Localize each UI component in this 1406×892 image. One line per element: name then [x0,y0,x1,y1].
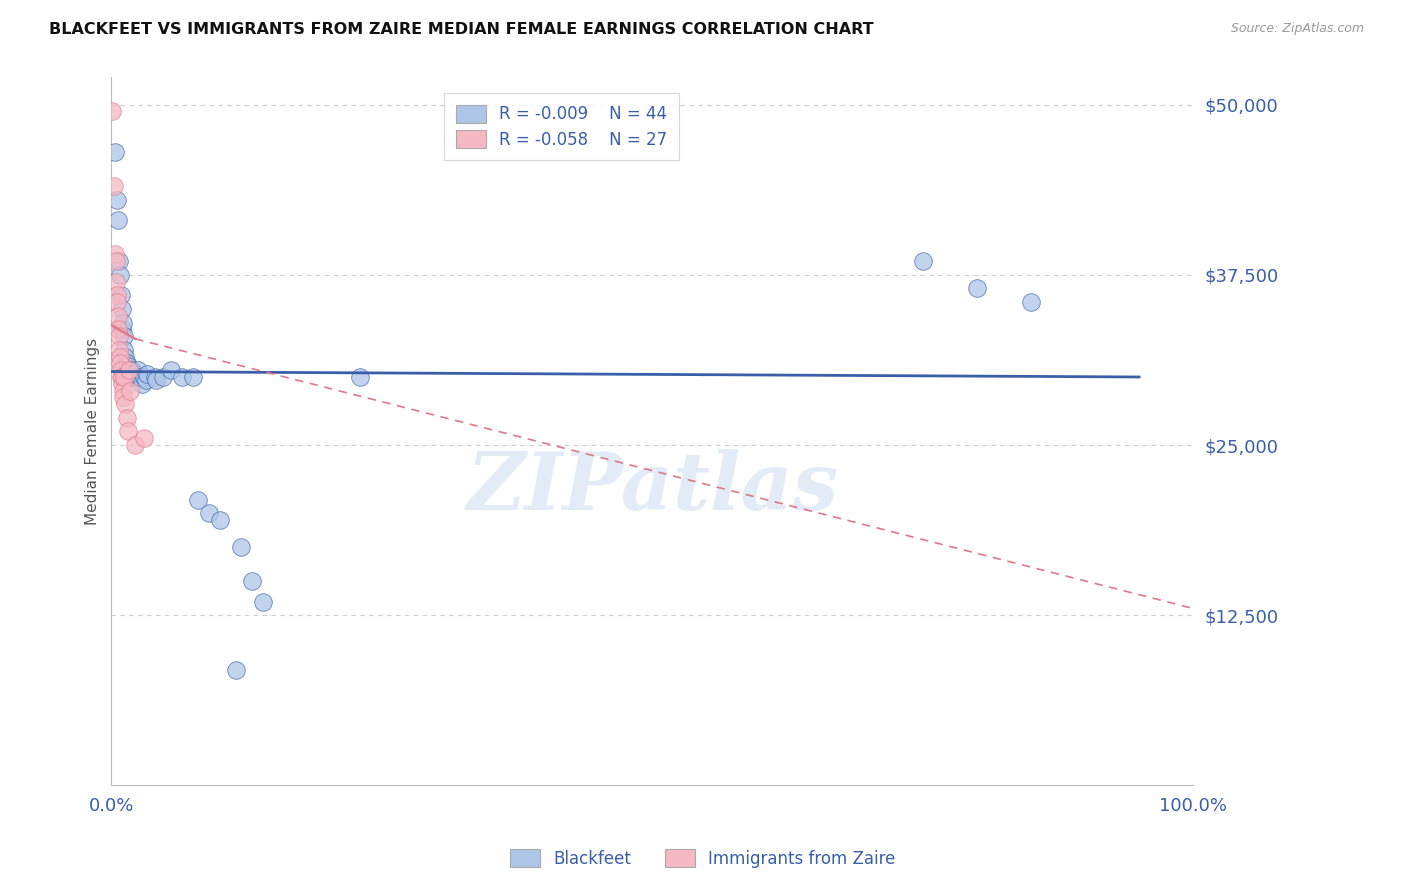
Text: BLACKFEET VS IMMIGRANTS FROM ZAIRE MEDIAN FEMALE EARNINGS CORRELATION CHART: BLACKFEET VS IMMIGRANTS FROM ZAIRE MEDIA… [49,22,875,37]
Point [110,363,132,377]
Point [118,363,141,377]
Point [104,275,127,289]
Point [118,384,141,398]
Point [121,363,143,377]
Point [117,425,139,439]
Point [197,506,219,520]
Point [145,373,167,387]
Point [1019,295,1042,310]
Point [105,193,128,207]
Legend: R = -0.009    N = 44, R = -0.058    N = 27: R = -0.009 N = 44, R = -0.058 N = 27 [444,93,679,161]
Point [112,343,135,357]
Point [107,322,129,336]
Point [108,254,131,268]
Point [118,363,141,377]
Point [128,370,150,384]
Point [111,301,134,316]
Point [911,254,934,268]
Point [105,295,128,310]
Point [349,370,371,384]
Point [108,268,131,282]
Point [104,254,127,268]
Text: ZIPatlas: ZIPatlas [467,450,838,527]
Point [225,663,247,677]
Point [107,309,129,323]
Point [136,368,159,382]
Point [108,350,131,364]
Point [181,370,204,384]
Point [120,370,142,384]
Point [105,288,128,302]
Point [111,370,134,384]
Point [112,391,135,405]
Point [208,513,231,527]
Point [231,540,253,554]
Point [117,359,139,373]
Legend: Blackfeet, Immigrants from Zaire: Blackfeet, Immigrants from Zaire [499,838,907,880]
Point [124,368,146,382]
Point [125,370,148,384]
Point [240,574,263,589]
Point [108,356,131,370]
Point [114,350,136,364]
Point [112,316,135,330]
Point [103,179,125,194]
Point [170,370,193,384]
Point [107,213,129,227]
Point [104,247,127,261]
Point [108,329,131,343]
Point [114,397,136,411]
Point [124,438,146,452]
Point [104,145,127,160]
Point [101,104,124,119]
Point [135,373,157,387]
Point [131,376,153,391]
Point [115,356,138,370]
Point [110,370,132,384]
Point [115,410,138,425]
Point [112,384,135,398]
Point [132,431,155,445]
Point [122,370,145,384]
Point [111,376,134,391]
Point [110,288,132,302]
Text: Source: ZipAtlas.com: Source: ZipAtlas.com [1230,22,1364,36]
Point [127,363,149,377]
Point [143,370,166,384]
Point [111,322,134,336]
Point [152,370,174,384]
Point [108,343,131,357]
Point [252,594,274,608]
Point [187,492,209,507]
Point [966,281,988,295]
Point [132,370,155,384]
Point [160,363,183,377]
Point [118,368,141,382]
Y-axis label: Median Female Earnings: Median Female Earnings [86,338,100,525]
Point [112,329,135,343]
Point [112,370,135,384]
